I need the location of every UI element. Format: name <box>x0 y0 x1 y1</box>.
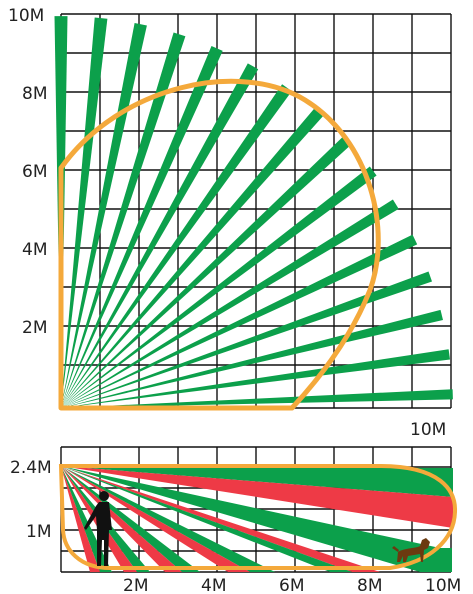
side-beam-green-3 <box>61 466 352 572</box>
top-beam <box>61 389 453 408</box>
top-beam <box>61 63 259 409</box>
side-x-label-8m: 8M <box>357 576 382 594</box>
side-beam-red-3 <box>61 466 250 572</box>
top-beam <box>61 46 223 408</box>
side-beam-green-4 <box>61 466 275 572</box>
person-icon <box>84 491 112 566</box>
side-coverage-zone <box>58 464 458 570</box>
top-beam <box>61 234 418 408</box>
side-beam-red-4 <box>61 466 182 572</box>
side-x-label-6m: 6M <box>279 576 304 594</box>
top-beam <box>61 32 186 408</box>
side-x-label-2m: 2M <box>123 576 148 594</box>
top-beams <box>54 16 453 409</box>
side-x-label-10m: 10M <box>425 576 461 594</box>
top-beam <box>61 23 147 408</box>
side-beams <box>61 466 453 572</box>
dog-icon <box>392 538 430 562</box>
side-view: 2.4M 1M 2M 4M 6M 8M 10M <box>10 446 461 594</box>
side-x-label-4m: 4M <box>201 576 226 594</box>
top-y-label-8m: 8M <box>22 84 47 104</box>
side-y-label-1m: 1M <box>26 522 51 542</box>
side-beam-green-2 <box>61 466 452 572</box>
top-beam <box>61 166 377 408</box>
top-y-label-4m: 4M <box>22 240 47 260</box>
side-beam-green-5 <box>61 466 200 572</box>
top-x-label-10m: 10M <box>410 420 446 440</box>
top-y-label-2m: 2M <box>22 318 47 338</box>
top-y-label-6m: 6M <box>22 162 47 182</box>
top-beam <box>61 17 108 408</box>
top-coverage-zone <box>58 78 381 411</box>
top-beam <box>61 199 399 408</box>
top-beam <box>61 84 292 409</box>
top-grid <box>60 13 452 409</box>
side-beam-red-6 <box>61 466 100 572</box>
side-y-label-2-4m: 2.4M <box>10 458 52 478</box>
top-beam <box>61 136 352 408</box>
side-beam-red-2 <box>61 466 380 572</box>
top-y-label-10m: 10M <box>8 6 44 26</box>
top-beam <box>61 349 450 408</box>
top-view: 10M 8M 6M 4M 2M 10M <box>8 6 453 440</box>
side-beam-red-1 <box>61 466 453 528</box>
top-beam <box>61 271 432 408</box>
top-beam <box>61 108 323 408</box>
